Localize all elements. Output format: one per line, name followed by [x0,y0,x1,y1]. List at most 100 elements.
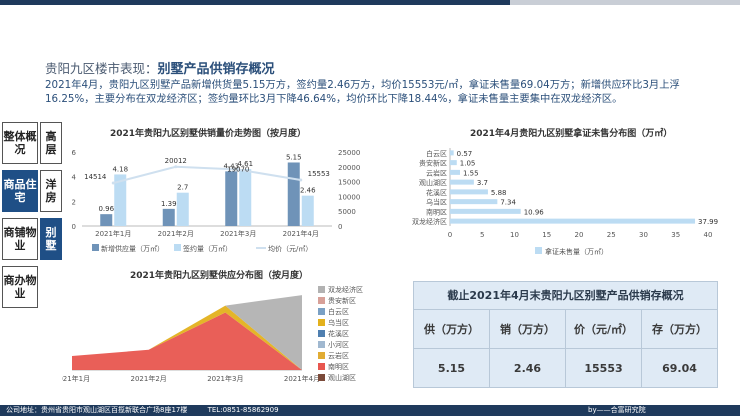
legend-swatch [92,244,99,251]
bar-unsold [450,169,460,175]
table-header-row: 供（万方） 销（万方） 价（元/㎡） 存（万方） [414,310,717,349]
data-label-avg-price: 15553 [308,170,330,178]
y-tick-label: 贵安新区 [419,159,447,168]
top-bar-accent [510,0,740,5]
nav-office[interactable]: 商办物业 [2,266,38,308]
bar-unsold [450,208,521,214]
footer-by: by——合富研究院 [588,406,646,414]
point-avg-price [111,181,115,185]
footer: 公司地址：贵州省贵阳市观山湖区百揽新联合广场8座17楼 TEL:0851-858… [0,405,740,416]
bar-new-supply [225,171,238,226]
line-avg-price [112,165,301,185]
x-tick-label: 25 [607,231,616,239]
legend-swatch [318,352,325,359]
legend-swatch [318,297,325,304]
table-value-row: 5.15 2.46 15553 69.04 [414,349,717,388]
summary-text: 2021年4月，贵阳九区别墅产品新增供货量5.15万方，签约量2.46万方，均价… [45,79,680,105]
table-value-price: 15553 [566,349,642,388]
table-value-sales: 2.46 [490,349,566,388]
bar-new-supply [162,208,175,226]
y-right-tick-label: 20000 [338,164,360,172]
chart1-svg: 0 2 4 6 0 5000 10000 15000 20000 25000 0.96 4.18 202… [72,149,361,253]
chart1-title: 2021年贵阳九区别墅供销量价走势图（按月度） [110,129,307,139]
bar-unsold [450,160,457,166]
legend-label: 云岩区 [328,351,349,360]
y-tick-label: 白云区 [426,149,447,158]
point-avg-price [236,168,240,172]
nav-western-house[interactable]: 洋房 [40,170,62,212]
x-tick-label: 2021年1月 [95,229,131,238]
legend-swatch [318,341,325,348]
data-label-contract: 4.61 [237,160,253,168]
point-avg-price [299,178,303,182]
title-prefix: 贵阳九区楼市表现： [45,61,158,76]
table-header-stock: 存（万方） [642,310,717,349]
table-header-price: 价（元/㎡） [566,310,642,349]
data-label-unsold: 10.96 [524,208,545,216]
y-left-tick-label: 4 [72,174,77,182]
legend-swatch [318,374,325,381]
nav-commercial-residential[interactable]: 商品住宅 [2,170,38,212]
data-label-unsold: 7.34 [500,199,516,207]
y-tick-label: 云岩区 [426,168,447,177]
data-label-unsold: 5.88 [491,189,507,197]
legend-swatch [318,286,325,293]
y-right-tick-label: 25000 [338,149,360,157]
data-label-unsold: 3.7 [477,179,488,187]
chart2-svg: 白云区 0.57 贵安新区 1.05 云岩区 1.55 观山湖区 3.7 花溪区 5.88 乌当区 7… [412,148,718,256]
legend-label: 签约量（万㎡） [183,244,232,253]
area-南明区 [72,312,302,370]
y-left-tick-label: 0 [72,223,76,231]
data-label-new-supply: 0.96 [98,205,114,213]
y-right-tick-label: 10000 [338,193,360,201]
legend-label: 花溪区 [328,329,349,338]
bar-contract [176,192,189,226]
nav-high-rise[interactable]: 高层 [40,122,62,164]
x-tick-label: 0 [448,231,452,239]
bar-contract [239,169,252,226]
table-title: 截止2021年4月末贵阳九区别墅产品供销存概况 [414,282,717,310]
x-tick-label: 35 [671,231,680,239]
legend-label: 观山湖区 [328,373,356,382]
y-tick-label: 花溪区 [426,188,447,197]
summary-table: 截止2021年4月末贵阳九区别墅产品供销存概况 供（万方） 销（万方） 价（元/… [413,281,718,388]
nav-shops[interactable]: 商铺物业 [2,218,38,260]
bar-unsold [450,179,474,185]
footer-address: 公司地址：贵州省贵阳市观山湖区百揽新联合广场8座17楼 [6,406,188,414]
legend-label: 乌当区 [328,318,349,327]
title-main: 别墅产品供销存概况 [157,62,275,77]
y-left-tick-label: 2 [72,198,76,206]
y-tick-label: 观山湖区 [419,178,447,187]
bar-unsold [450,218,696,224]
data-label-unsold: 1.55 [463,169,479,177]
legend-swatch [318,308,325,315]
legend-label: 均价（元/㎡） [268,244,312,253]
bar-contract [114,174,127,226]
table-header-sales: 销（万方） [490,310,566,349]
chart2-title: 2021年4月贵阳九区别墅拿证未售分布图（万㎡） [470,129,673,139]
x-tick-label: 20 [575,231,584,239]
y-right-tick-label: 15000 [338,179,360,187]
bar-unsold [450,199,498,205]
x-tick-label: 40 [704,231,713,239]
nav-villa[interactable]: 别墅 [40,218,62,260]
bar-new-supply [287,162,300,226]
data-label-avg-price: 14514 [84,173,107,181]
y-tick-label: 南明区 [426,207,447,216]
bar-unsold [450,189,488,195]
y-tick-label: 双龙经济区 [412,217,447,226]
data-label-contract: 4.18 [112,165,128,173]
data-label-contract: 2.7 [177,184,188,192]
y-left-tick-label: 6 [72,149,77,157]
legend-swatch [318,330,325,337]
legend-label: 拿证未售量（万㎡） [545,247,608,256]
data-label-unsold: 0.57 [457,150,473,158]
footer-tel: TEL:0851-85862909 [207,406,279,414]
y-tick-label: 乌当区 [426,198,447,207]
chart3-title: 2021年贵阳九区别墅供应分布图（按月度） [130,271,309,281]
nav-overview[interactable]: 整体概况 [2,122,38,164]
data-label-avg-price: 20012 [165,157,187,165]
legend-label: 新增供应量（万㎡） [101,244,164,253]
legend-label: 双龙经济区 [328,285,363,294]
legend-label: 白云区 [328,307,349,316]
